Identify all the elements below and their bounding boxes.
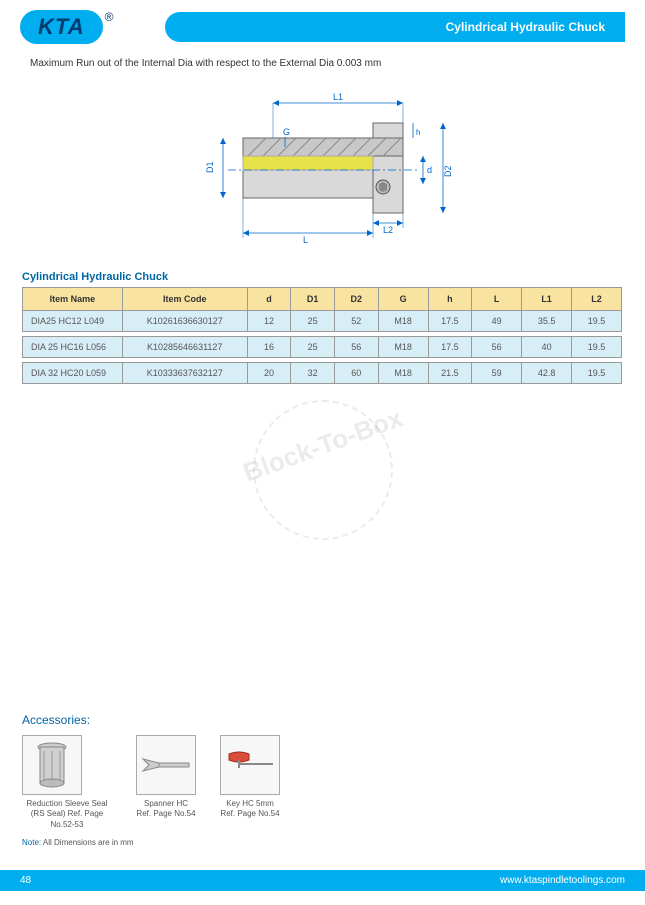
dimensions-note: Note: All Dimensions are in mm bbox=[22, 838, 623, 847]
accessory-caption: Spanner HC Ref. Page No.54 bbox=[136, 799, 196, 820]
registered-mark: ® bbox=[105, 10, 114, 24]
table-row: DIA 32 HC20 L059 K10333637632127 20 32 6… bbox=[23, 363, 622, 384]
cell: 17.5 bbox=[428, 311, 472, 332]
accessory-caption: Key HC 5mm Ref. Page No.54 bbox=[220, 799, 280, 820]
cell: 12 bbox=[247, 311, 291, 332]
label-h: h bbox=[416, 128, 420, 137]
cell: 19.5 bbox=[572, 311, 622, 332]
cell: 17.5 bbox=[428, 337, 472, 358]
cell: 21.5 bbox=[428, 363, 472, 384]
cell: DIA 25 HC16 L056 bbox=[23, 337, 123, 358]
table-header-row: Item Name Item Code d D1 D2 G h L L1 L2 bbox=[23, 288, 622, 311]
header: KTA ® Cylindrical Hydraulic Chuck bbox=[0, 0, 645, 44]
accessory-item: Spanner HC Ref. Page No.54 bbox=[136, 735, 196, 830]
watermark-text: Block-To-Box bbox=[239, 402, 407, 488]
cell: K10261636630127 bbox=[122, 311, 247, 332]
col-header: D2 bbox=[334, 288, 378, 311]
col-header: Item Code bbox=[122, 288, 247, 311]
col-header: L2 bbox=[572, 288, 622, 311]
cell: 32 bbox=[291, 363, 335, 384]
chuck-diagram: G D1 d D2 h L L1 L2 bbox=[173, 83, 473, 253]
cell: M18 bbox=[378, 311, 428, 332]
col-header: D1 bbox=[291, 288, 335, 311]
cell: DIA25 HC12 L049 bbox=[23, 311, 123, 332]
cell: 20 bbox=[247, 363, 291, 384]
accessory-item: Key HC 5mm Ref. Page No.54 bbox=[220, 735, 280, 830]
col-header: L bbox=[472, 288, 522, 311]
label-g: G bbox=[283, 127, 290, 137]
label-l: L bbox=[303, 235, 308, 245]
cell: 19.5 bbox=[572, 363, 622, 384]
cell: 60 bbox=[334, 363, 378, 384]
cell: 25 bbox=[291, 311, 335, 332]
table-row: DIA25 HC12 L049 K10261636630127 12 25 52… bbox=[23, 311, 622, 332]
col-header: h bbox=[428, 288, 472, 311]
page-title: Cylindrical Hydraulic Chuck bbox=[165, 12, 625, 42]
cell: 56 bbox=[472, 337, 522, 358]
spec-table-2: DIA 32 HC20 L059 K10333637632127 20 32 6… bbox=[22, 362, 622, 384]
accessories-title: Accessories: bbox=[22, 713, 623, 727]
cell: K10333637632127 bbox=[122, 363, 247, 384]
col-header: G bbox=[378, 288, 428, 311]
spec-table-1: DIA 25 HC16 L056 K10285646631127 16 25 5… bbox=[22, 336, 622, 358]
brand-logo: KTA bbox=[20, 10, 103, 44]
cell: 42.8 bbox=[522, 363, 572, 384]
col-header: Item Name bbox=[23, 288, 123, 311]
cell: DIA 32 HC20 L059 bbox=[23, 363, 123, 384]
cell: M18 bbox=[378, 337, 428, 358]
col-header: d bbox=[247, 288, 291, 311]
cell: 25 bbox=[291, 337, 335, 358]
cell: M18 bbox=[378, 363, 428, 384]
accessories-row: Reduction Sleeve Seal (RS Seal) Ref. Pag… bbox=[22, 735, 623, 830]
key-icon bbox=[220, 735, 280, 795]
table-row: DIA 25 HC16 L056 K10285646631127 16 25 5… bbox=[23, 337, 622, 358]
footer-url: www.ktaspindletoolings.com bbox=[500, 875, 625, 886]
page-number: 48 bbox=[20, 875, 31, 886]
label-d: d bbox=[427, 165, 432, 175]
cell: 49 bbox=[472, 311, 522, 332]
accessories-section: Accessories: Reduction Sleeve Seal (RS S… bbox=[22, 713, 623, 847]
accessory-item: Reduction Sleeve Seal (RS Seal) Ref. Pag… bbox=[22, 735, 112, 830]
cell: 16 bbox=[247, 337, 291, 358]
watermark-circle bbox=[253, 400, 393, 540]
cell: 56 bbox=[334, 337, 378, 358]
spanner-icon bbox=[136, 735, 196, 795]
label-l2: L2 bbox=[383, 225, 393, 235]
label-d1: D1 bbox=[205, 161, 215, 173]
section-title: Cylindrical Hydraulic Chuck bbox=[0, 265, 645, 287]
logo-wrap: KTA ® bbox=[20, 10, 113, 44]
label-d2: D2 bbox=[443, 165, 453, 177]
sleeve-icon bbox=[22, 735, 82, 795]
cell: 59 bbox=[472, 363, 522, 384]
col-header: L1 bbox=[522, 288, 572, 311]
accessory-caption: Reduction Sleeve Seal (RS Seal) Ref. Pag… bbox=[22, 799, 112, 830]
cell: 19.5 bbox=[572, 337, 622, 358]
cell: K10285646631127 bbox=[122, 337, 247, 358]
cell: 35.5 bbox=[522, 311, 572, 332]
runout-note: Maximum Run out of the Internal Dia with… bbox=[0, 44, 645, 77]
cell: 52 bbox=[334, 311, 378, 332]
cell: 40 bbox=[522, 337, 572, 358]
page-footer: 48 www.ktaspindletoolings.com bbox=[0, 870, 645, 891]
spec-table-0: Item Name Item Code d D1 D2 G h L L1 L2 … bbox=[22, 287, 622, 332]
label-l1: L1 bbox=[333, 92, 343, 102]
